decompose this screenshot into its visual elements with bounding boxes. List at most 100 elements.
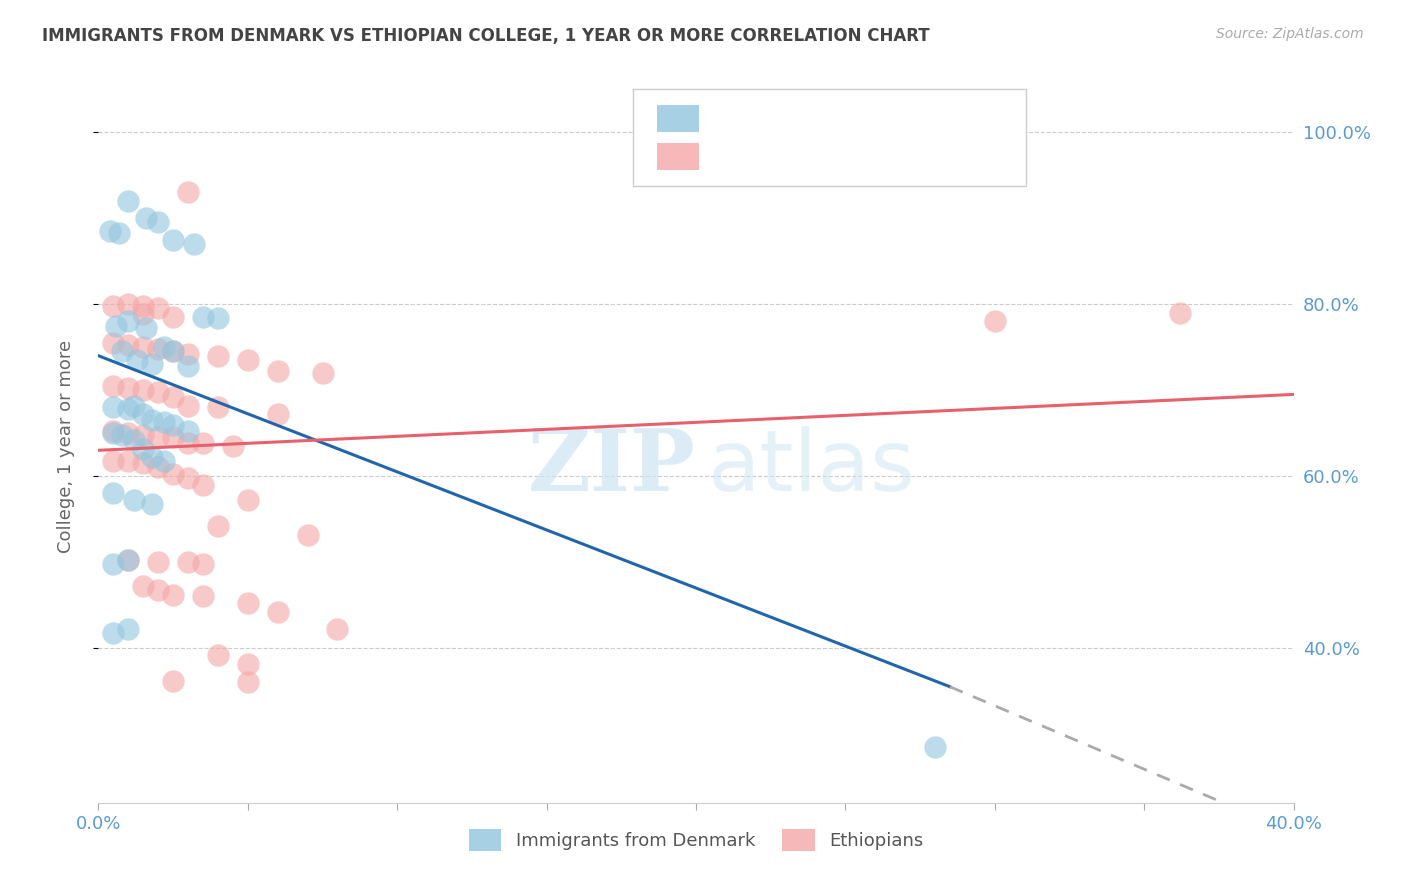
Point — [117, 194, 139, 208]
Point — [207, 519, 229, 533]
Point — [148, 384, 170, 399]
Point — [103, 335, 125, 350]
Y-axis label: College, 1 year or more: College, 1 year or more — [56, 340, 75, 552]
Text: 0.114: 0.114 — [762, 145, 818, 163]
Point — [117, 622, 139, 636]
Point — [191, 477, 214, 491]
Point — [117, 553, 139, 567]
Point — [984, 314, 1007, 328]
Point — [117, 297, 139, 311]
Point — [148, 555, 170, 569]
Point — [162, 588, 184, 602]
Point — [103, 557, 125, 571]
Point — [236, 675, 259, 690]
Point — [141, 413, 163, 427]
Point — [111, 427, 134, 442]
Point — [177, 186, 200, 200]
Point — [162, 430, 184, 444]
Point — [326, 622, 349, 636]
Point — [141, 357, 163, 371]
Point — [132, 340, 155, 354]
Legend: Immigrants from Denmark, Ethiopians: Immigrants from Denmark, Ethiopians — [461, 822, 931, 858]
Point — [117, 402, 139, 417]
Point — [103, 625, 125, 640]
Point — [236, 596, 259, 610]
Point — [162, 417, 184, 432]
Point — [177, 347, 200, 361]
Point — [162, 344, 184, 359]
Point — [148, 582, 170, 597]
Point — [103, 379, 125, 393]
Point — [132, 407, 155, 421]
Point — [117, 314, 139, 328]
Text: 60: 60 — [893, 145, 918, 163]
Point — [236, 657, 259, 671]
Point — [177, 471, 200, 485]
Point — [117, 338, 139, 352]
Point — [98, 224, 122, 238]
Point — [105, 318, 128, 333]
Text: 41: 41 — [893, 106, 918, 125]
Point — [148, 342, 170, 356]
Point — [162, 467, 184, 482]
Text: IMMIGRANTS FROM DENMARK VS ETHIOPIAN COLLEGE, 1 YEAR OR MORE CORRELATION CHART: IMMIGRANTS FROM DENMARK VS ETHIOPIAN COL… — [42, 27, 929, 45]
Point — [153, 453, 176, 467]
Point — [191, 557, 214, 571]
Point — [124, 433, 146, 447]
Point — [103, 401, 125, 415]
Point — [135, 211, 157, 226]
Text: N =: N = — [844, 145, 883, 163]
Point — [153, 340, 176, 354]
Point — [297, 527, 319, 541]
Point — [191, 590, 214, 604]
Point — [117, 453, 139, 467]
Point — [162, 390, 184, 404]
Point — [127, 353, 149, 368]
Point — [191, 310, 214, 324]
Point — [103, 425, 125, 439]
Point — [177, 425, 200, 439]
Point — [177, 359, 200, 373]
Point — [1168, 306, 1191, 320]
Point — [267, 605, 290, 619]
Text: atlas: atlas — [709, 425, 915, 509]
Text: -0.443: -0.443 — [762, 106, 827, 125]
Point — [924, 739, 946, 754]
Point — [267, 407, 290, 421]
Point — [207, 648, 229, 662]
Point — [183, 236, 205, 251]
Point — [132, 427, 155, 442]
Point — [162, 344, 184, 359]
Point — [124, 493, 146, 508]
Point — [103, 453, 125, 467]
Text: R =: R = — [713, 106, 752, 125]
Point — [117, 381, 139, 395]
Point — [153, 415, 176, 429]
Point — [132, 299, 155, 313]
Point — [141, 450, 163, 465]
Text: Source: ZipAtlas.com: Source: ZipAtlas.com — [1216, 27, 1364, 41]
Point — [267, 364, 290, 378]
Point — [148, 215, 170, 229]
Point — [191, 436, 214, 450]
Point — [162, 673, 184, 688]
Point — [132, 456, 155, 470]
Point — [124, 399, 146, 413]
Point — [132, 442, 155, 456]
Point — [222, 439, 245, 453]
Point — [148, 301, 170, 316]
Point — [117, 553, 139, 567]
Point — [148, 430, 170, 444]
Point — [177, 399, 200, 413]
Text: N =: N = — [844, 106, 883, 125]
Text: ZIP: ZIP — [529, 425, 696, 509]
Point — [103, 486, 125, 500]
Point — [103, 426, 125, 441]
Point — [111, 344, 134, 359]
Point — [311, 366, 333, 380]
Point — [103, 299, 125, 313]
Point — [162, 233, 184, 247]
Point — [236, 353, 259, 368]
Point — [117, 426, 139, 441]
Text: R =: R = — [713, 145, 752, 163]
